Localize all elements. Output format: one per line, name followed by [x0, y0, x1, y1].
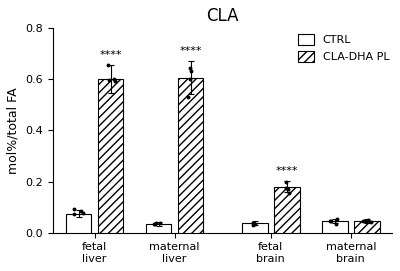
Bar [146, 224, 172, 233]
Bar [178, 78, 204, 233]
Text: ****: **** [99, 50, 122, 60]
Bar [354, 221, 380, 233]
Y-axis label: mol%/total FA: mol%/total FA [7, 87, 20, 174]
Text: ****: **** [276, 166, 298, 176]
Bar [274, 187, 300, 233]
Bar [98, 79, 124, 233]
Text: ****: **** [180, 46, 202, 56]
Bar [242, 223, 268, 233]
Title: CLA: CLA [206, 7, 239, 25]
Bar [322, 221, 348, 233]
Legend: CTRL, CLA-DHA PL: CTRL, CLA-DHA PL [294, 29, 394, 67]
Bar [66, 214, 91, 233]
